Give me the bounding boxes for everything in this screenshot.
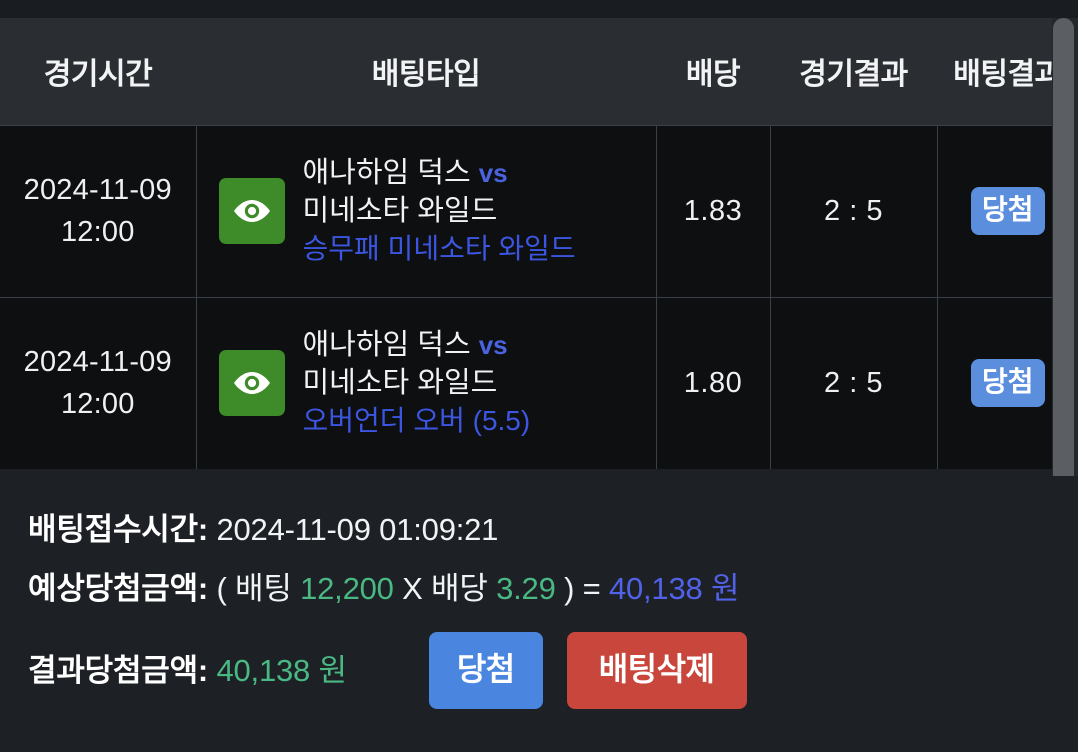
open-paren: (	[216, 571, 227, 606]
total-odds-value: 3.29	[496, 571, 556, 606]
match-teams-line: 애나하임 덕스 vs	[303, 329, 508, 361]
status-badge: 당첨	[970, 187, 1045, 235]
result-amount-label: 결과당첨금액:	[28, 653, 209, 688]
status-badge: 당첨	[970, 359, 1045, 408]
column-header-type: 배팅타입	[196, 18, 656, 125]
odds-cell: 1.83	[656, 124, 771, 297]
bet-pick[interactable]: 승무패 미네소타 와일드	[302, 233, 576, 265]
odds-cell: 1.80	[656, 296, 771, 469]
action-button-row: 당첨 배팅삭제	[428, 632, 747, 709]
home-team: 애나하임 덕스	[302, 156, 471, 189]
expected-amount-unit: 원	[710, 571, 740, 606]
stake-label: 배팅	[235, 571, 292, 606]
expected-amount-value: 40,138	[608, 571, 703, 606]
accept-time-label: 배팅접수시간:	[28, 512, 209, 547]
bet-type-cell: 애나하임 덕스 vs 미네소타 와일드 오버언더 오버 (5.5)	[196, 296, 657, 469]
multiply-sign: X	[402, 571, 423, 606]
table-body: 2024-11-09 12:00 애나하임 덕스	[0, 124, 1078, 469]
table-header-row: 경기시간 배팅타입 배당 경기결과 배팅결과	[0, 18, 1078, 125]
odds-label: 배당	[431, 571, 488, 606]
vs-label: vs	[478, 329, 508, 360]
vs-label: vs	[478, 157, 508, 188]
accept-time-value: 2024-11-09 01:09:21	[216, 512, 499, 547]
bet-summary-panel: 배팅접수시간: 2024-11-09 01:09:21 예상당첨금액: ( 배팅…	[0, 476, 1078, 752]
home-team: 애나하임 덕스	[302, 328, 471, 361]
expected-amount-label: 예상당첨금액:	[28, 571, 209, 606]
score-cell: 2 : 5	[770, 124, 938, 297]
match-time-cell: 2024-11-09 12:00	[0, 296, 197, 469]
column-header-score: 경기결과	[770, 18, 937, 125]
away-team: 미네소타 와일드	[302, 194, 498, 227]
top-strip	[0, 0, 1078, 18]
equals-sign: =	[582, 571, 601, 606]
result-amount-value: 40,138	[216, 653, 311, 688]
win-status-button[interactable]: 당첨	[428, 632, 543, 709]
match-teams-line: 애나하임 덕스 vs	[303, 157, 508, 189]
eye-icon[interactable]	[218, 350, 285, 417]
stake-value: 12,200	[300, 571, 394, 606]
column-header-odds: 배당	[656, 18, 770, 125]
score-cell: 2 : 5	[770, 296, 938, 469]
betting-table-scroll-area[interactable]: 경기시간 배팅타입 배당 경기결과 배팅결과 2024-11-09 12:00	[0, 18, 1078, 476]
bet-pick[interactable]: 오버언더 오버 (5.5)	[302, 405, 531, 437]
expected-amount-line: 예상당첨금액: ( 배팅 12,200 X 배당 3.29 ) = 40,138…	[28, 573, 1078, 604]
match-time-cell: 2024-11-09 12:00	[0, 124, 197, 297]
column-header-time: 경기시간	[0, 18, 196, 125]
delete-bet-button[interactable]: 배팅삭제	[566, 632, 747, 709]
result-amount-line: 결과당첨금액: 40,138 원 당첨 배팅삭제	[28, 632, 1078, 709]
eye-icon[interactable]	[218, 177, 285, 244]
betting-table: 경기시간 배팅타입 배당 경기결과 배팅결과 2024-11-09 12:00	[0, 18, 1078, 469]
result-amount-unit: 원	[318, 653, 348, 688]
away-team: 미네소타 와일드	[302, 367, 498, 400]
table-row[interactable]: 2024-11-09 12:00 애나하임 덕스	[0, 296, 1078, 469]
bet-type-cell: 애나하임 덕스 vs 미네소타 와일드 승무패 미네소타 와일드	[196, 124, 657, 297]
close-paren: )	[564, 571, 575, 606]
table-header: 경기시간 배팅타입 배당 경기결과 배팅결과	[0, 18, 1078, 125]
accept-time-line: 배팅접수시간: 2024-11-09 01:09:21	[28, 514, 1078, 545]
table-row[interactable]: 2024-11-09 12:00 애나하임 덕스	[0, 124, 1078, 297]
vertical-scrollbar-thumb[interactable]	[1053, 18, 1074, 485]
